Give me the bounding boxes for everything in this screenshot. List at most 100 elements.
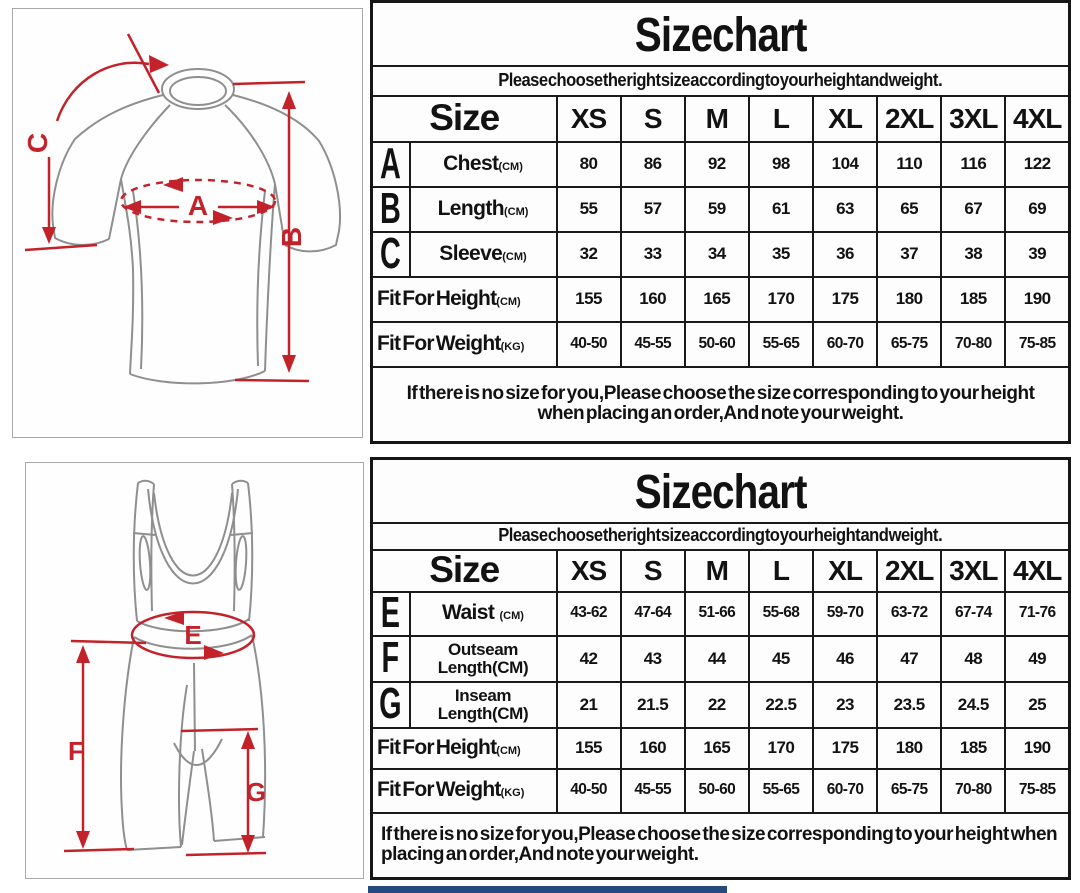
row-letter: E [370, 590, 411, 637]
label-b: B [276, 227, 307, 247]
row-label: Fit For Height(CM) [370, 726, 558, 770]
cell-value: 75-85 [1004, 320, 1071, 368]
cell-value: 21 [555, 680, 622, 729]
cell-value: 37 [876, 230, 943, 278]
row-letter: F [370, 634, 411, 683]
arrowhead-icon [123, 200, 141, 214]
row-label: Sleeve(CM) [408, 230, 558, 278]
cell-value: 44 [683, 634, 750, 683]
arrowhead-icon [163, 177, 183, 192]
size-col-header: XS [555, 94, 622, 143]
table-subtitle: Please choose the right size according t… [370, 521, 1071, 551]
cell-value: 22 [683, 680, 750, 729]
cell-value: 40-50 [555, 320, 622, 368]
size-col-header: S [619, 94, 686, 143]
cell-value: 98 [747, 140, 815, 188]
cell-value: 63-72 [876, 590, 943, 637]
cell-value: 104 [811, 140, 879, 188]
table-title: Size chart [370, 0, 1071, 67]
cell-value: 170 [747, 726, 815, 770]
jersey-diagram-panel: A B C [12, 8, 363, 438]
row-letter: B [370, 185, 411, 233]
label-a: A [188, 190, 208, 221]
cell-value: 23 [811, 680, 879, 729]
table-row-fit-weight: Fit For Weight(KG) 40-50 45-55 50-60 55-… [370, 320, 1071, 368]
cell-value: 160 [619, 275, 686, 323]
table-row-waist: E Waist (CM) 43-62 47-64 51-66 55-68 59-… [370, 590, 1071, 637]
cell-value: 55-65 [747, 320, 815, 368]
cell-value: 48 [940, 634, 1007, 683]
cell-value: 67 [940, 185, 1007, 233]
cell-value: 190 [1004, 726, 1071, 770]
cell-value: 40-50 [555, 767, 622, 814]
cell-value: 92 [683, 140, 750, 188]
bib-shorts-outline [120, 479, 267, 851]
bib-shorts-diagram-panel: E F G [25, 462, 364, 879]
cell-value: 80 [555, 140, 622, 188]
arrowhead-icon [149, 55, 169, 73]
cell-value: 24.5 [940, 680, 1007, 729]
table-row-fit-height: Fit For Height(CM) 155 160 165 170 175 1… [370, 275, 1071, 323]
cell-value: 43-62 [555, 590, 622, 637]
bib-measure-labels: E F G [68, 620, 266, 807]
table-row-outseam: F Outseam Length(CM) 42 43 44 45 46 47 4… [370, 634, 1071, 683]
size-col-header: 3XL [940, 94, 1007, 143]
size-col-header: 4XL [1004, 548, 1071, 593]
arrowhead-icon [213, 210, 233, 225]
jersey-outline [51, 68, 341, 385]
cell-value: 67-74 [940, 590, 1007, 637]
arrowhead-icon [76, 645, 90, 663]
cell-value: 38 [940, 230, 1007, 278]
size-col-header: L [747, 94, 815, 143]
cell-value: 22.5 [747, 680, 815, 729]
length-bottom-tick [234, 378, 310, 383]
outseam-top-tick [70, 639, 147, 645]
bottom-blue-bar [368, 886, 727, 893]
arrowhead-icon [204, 645, 224, 660]
cell-value: 34 [683, 230, 750, 278]
row-label: Outseam Length(CM) [408, 634, 558, 683]
cell-value: 61 [747, 185, 815, 233]
cell-value: 71-76 [1004, 590, 1071, 637]
cell-value: 55-65 [747, 767, 815, 814]
cell-value: 175 [811, 726, 879, 770]
table-row-inseam: G Inseam Length(CM) 21 21.5 22 22.5 23 2… [370, 680, 1071, 729]
bib-arrowheads [76, 611, 255, 853]
row-label: Fit For Height(CM) [370, 275, 558, 323]
cell-value: 46 [811, 634, 879, 683]
label-g: G [246, 777, 266, 807]
size-note: If there is no size for you,Please choos… [370, 811, 1071, 880]
table-title: Size chart [370, 457, 1071, 524]
cell-value: 165 [683, 726, 750, 770]
cell-value: 155 [555, 726, 622, 770]
cell-value: 50-60 [683, 320, 750, 368]
row-letter: C [370, 230, 411, 278]
table-row-chest: A Chest(CM) 80 86 92 98 104 110 116 122 [370, 140, 1071, 188]
size-header-cell: Size [370, 548, 558, 593]
arrowhead-icon [282, 355, 296, 373]
jersey-measure-lines [24, 33, 310, 383]
cell-value: 21.5 [619, 680, 686, 729]
cell-value: 45 [747, 634, 815, 683]
bib-shorts-diagram: E F G [63, 479, 267, 857]
jersey-arrowheads [42, 55, 296, 373]
size-col-header: M [683, 548, 750, 593]
size-col-header: 2XL [876, 94, 943, 143]
inseam-top-tick [180, 727, 259, 733]
size-col-header: 3XL [940, 548, 1007, 593]
cell-value: 190 [1004, 275, 1071, 323]
table-row-length: B Length(CM) 55 57 59 61 63 65 67 69 [370, 185, 1071, 233]
cell-value: 65-75 [876, 320, 943, 368]
label-c: C [22, 133, 53, 153]
cell-value: 60-70 [811, 320, 879, 368]
cell-value: 57 [619, 185, 686, 233]
cell-value: 185 [940, 726, 1007, 770]
cell-value: 75-85 [1004, 767, 1071, 814]
cell-value: 69 [1004, 185, 1071, 233]
row-label: Fit For Weight(KG) [370, 767, 558, 814]
cell-value: 35 [747, 230, 815, 278]
size-col-header: S [619, 548, 686, 593]
waist-ellipse [130, 610, 256, 660]
bib-measure-lines [63, 610, 267, 857]
row-label: Chest(CM) [408, 140, 558, 188]
